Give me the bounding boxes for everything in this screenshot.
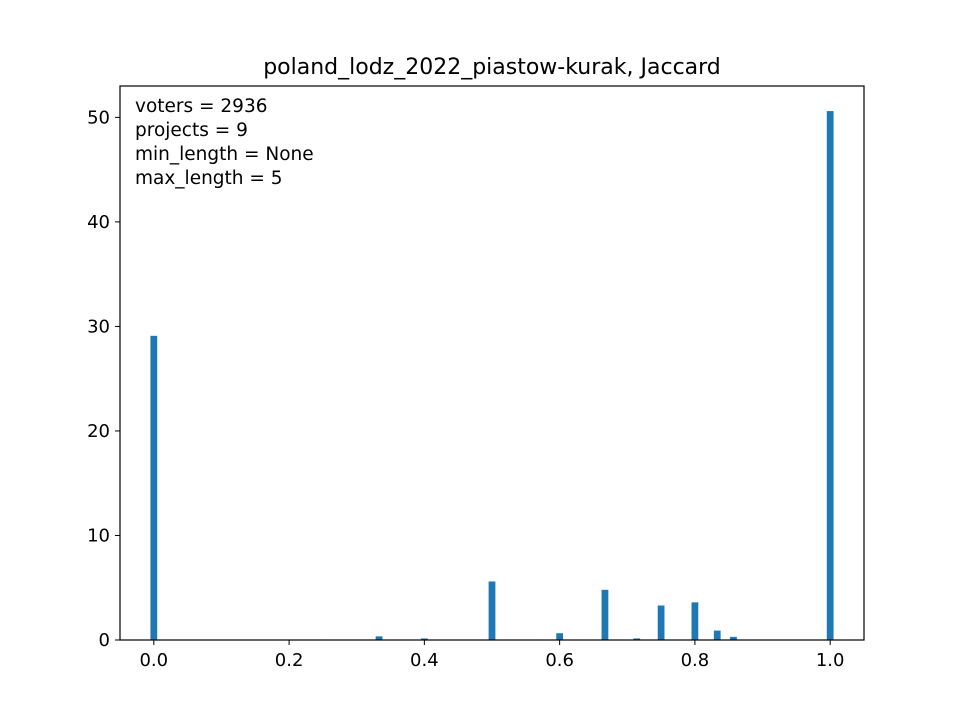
x-tick-label: 0.6 — [545, 650, 574, 671]
y-tick-label: 0 — [99, 630, 110, 651]
chart-title: poland_lodz_2022_piastow-kurak, Jaccard — [263, 55, 721, 80]
bar — [691, 602, 699, 640]
y-tick-label: 10 — [87, 525, 110, 546]
y-tick-label: 30 — [87, 316, 110, 337]
x-tick-label: 0.4 — [410, 650, 439, 671]
bar — [420, 638, 428, 640]
y-tick-label: 50 — [87, 107, 110, 128]
bar — [488, 581, 496, 640]
annotation-voters: voters = 2936 — [135, 96, 268, 117]
bar — [657, 605, 665, 640]
bar — [826, 111, 834, 640]
bar — [556, 633, 564, 640]
plot-frame — [119, 85, 865, 641]
bar — [601, 589, 609, 640]
x-tick-label: 0.8 — [681, 650, 710, 671]
annotation-max-length: max_length = 5 — [135, 168, 283, 189]
y-tick-label: 40 — [87, 212, 110, 233]
bars-group — [150, 111, 834, 640]
bar — [375, 636, 383, 640]
x-axis: 0.0 0.2 0.4 0.6 0.8 1.0 — [139, 640, 845, 671]
x-tick-label: 0.2 — [275, 650, 304, 671]
bar — [713, 630, 721, 640]
x-tick-label: 1.0 — [816, 650, 845, 671]
bar — [150, 335, 158, 640]
annotation-min-length: min_length = None — [135, 144, 314, 165]
x-tick-label: 0.0 — [139, 650, 168, 671]
bar — [730, 636, 737, 640]
y-tick-label: 20 — [87, 421, 110, 442]
bar — [633, 638, 641, 640]
y-axis: 0 10 20 30 40 50 — [87, 107, 120, 651]
annotation-block: voters = 2936 projects = 9 min_length = … — [135, 96, 314, 189]
annotation-projects: projects = 9 — [135, 120, 248, 141]
